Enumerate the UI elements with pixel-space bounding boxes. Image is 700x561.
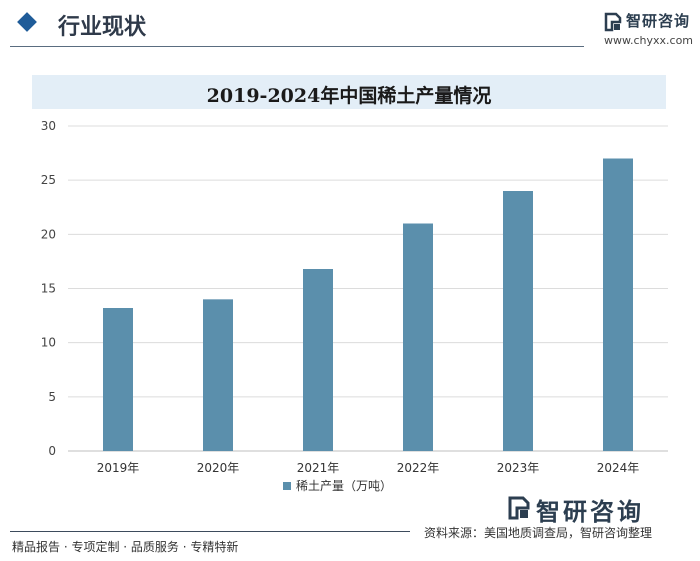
- bar: [103, 308, 133, 451]
- footer-logo-name: 智研咨询: [536, 498, 644, 526]
- footer-logo-mark-icon: [508, 496, 530, 520]
- y-tick-label: 15: [41, 282, 56, 296]
- y-tick-label: 30: [41, 119, 56, 133]
- y-tick-label: 5: [48, 390, 56, 404]
- header: 行业现状 智研咨询 www.chyxx.com: [0, 0, 700, 50]
- bar: [503, 191, 533, 451]
- bar: [603, 158, 633, 451]
- footer-logo: 智研咨询: [508, 494, 694, 526]
- y-tick-label: 25: [41, 173, 56, 187]
- footer-divider: [10, 531, 410, 532]
- data-source: 资料来源：美国地质调查局，智研咨询整理: [424, 526, 653, 540]
- section-title: 行业现状: [58, 15, 147, 40]
- y-tick-label: 0: [48, 444, 56, 458]
- bar: [403, 223, 433, 451]
- y-tick-label: 20: [41, 227, 56, 241]
- legend-swatch: [283, 482, 291, 490]
- brand-logo: 智研咨询 www.chyxx.com: [604, 10, 694, 50]
- x-tick-label: 2023年: [497, 461, 540, 475]
- header-divider: [10, 46, 584, 47]
- chart-title: 2019-2024年中国稀土产量情况: [206, 85, 492, 107]
- chart-title-band: 2019-2024年中国稀土产量情况: [32, 75, 666, 109]
- bar: [203, 299, 233, 451]
- logo-mark-icon: [604, 12, 622, 32]
- x-tick-label: 2021年: [297, 461, 340, 475]
- logo-name: 智研咨询: [626, 12, 691, 30]
- legend-label: 稀土产量（万吨）: [296, 479, 392, 493]
- slogan: 精品报告 · 专项定制 · 品质服务 · 专精特新: [12, 540, 239, 554]
- x-tick-label: 2019年: [97, 461, 140, 475]
- y-tick-label: 10: [41, 336, 56, 350]
- x-tick-label: 2020年: [197, 461, 240, 475]
- x-tick-label: 2024年: [597, 461, 640, 475]
- bar: [303, 269, 333, 451]
- x-tick-label: 2022年: [397, 461, 440, 475]
- logo-url: www.chyxx.com: [604, 34, 694, 47]
